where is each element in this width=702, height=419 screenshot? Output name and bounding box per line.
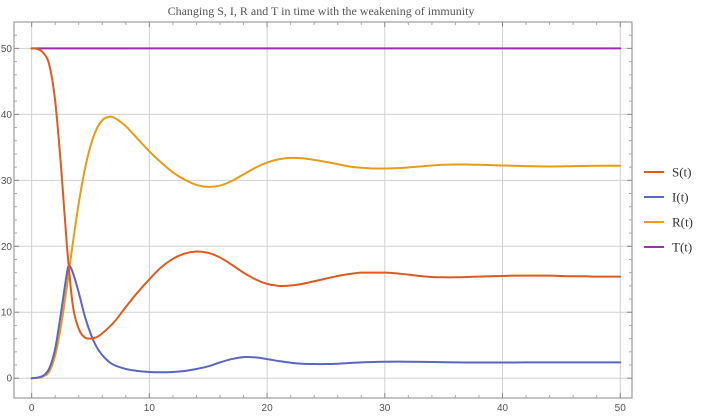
chart-title: Changing S, I, R and T in time with the … (168, 4, 475, 18)
legend-label-rt: R(t) (672, 215, 693, 230)
x-tick-label: 50 (615, 403, 627, 414)
x-tick-label: 20 (262, 403, 274, 414)
x-tick-label: 40 (497, 403, 509, 414)
y-tick-label: 40 (1, 110, 13, 121)
y-tick-label: 20 (1, 242, 13, 253)
series-line-st (30, 47, 622, 340)
y-tick-label: 30 (1, 176, 13, 187)
x-tick-label: 0 (29, 403, 35, 414)
legend-label-tt: T(t) (672, 240, 692, 255)
y-tick-label: 10 (1, 308, 13, 319)
y-tick-label: 0 (6, 374, 12, 385)
series-line-rt (30, 115, 622, 380)
legend-label-it: I(t) (672, 190, 689, 205)
series-line-it (30, 265, 622, 380)
legend: S(t) I(t) R(t) T(t) (644, 165, 693, 255)
x-tick-label: 30 (379, 403, 391, 414)
legend-label-st: S(t) (672, 165, 692, 180)
series-lines (30, 47, 622, 380)
plot-frame (13, 21, 633, 399)
gridlines (14, 22, 632, 398)
axis-ticks: 0 10 20 30 40 50 0 10 20 30 40 50 (1, 22, 632, 414)
y-tick-label: 50 (1, 44, 13, 55)
x-tick-label: 10 (144, 403, 156, 414)
